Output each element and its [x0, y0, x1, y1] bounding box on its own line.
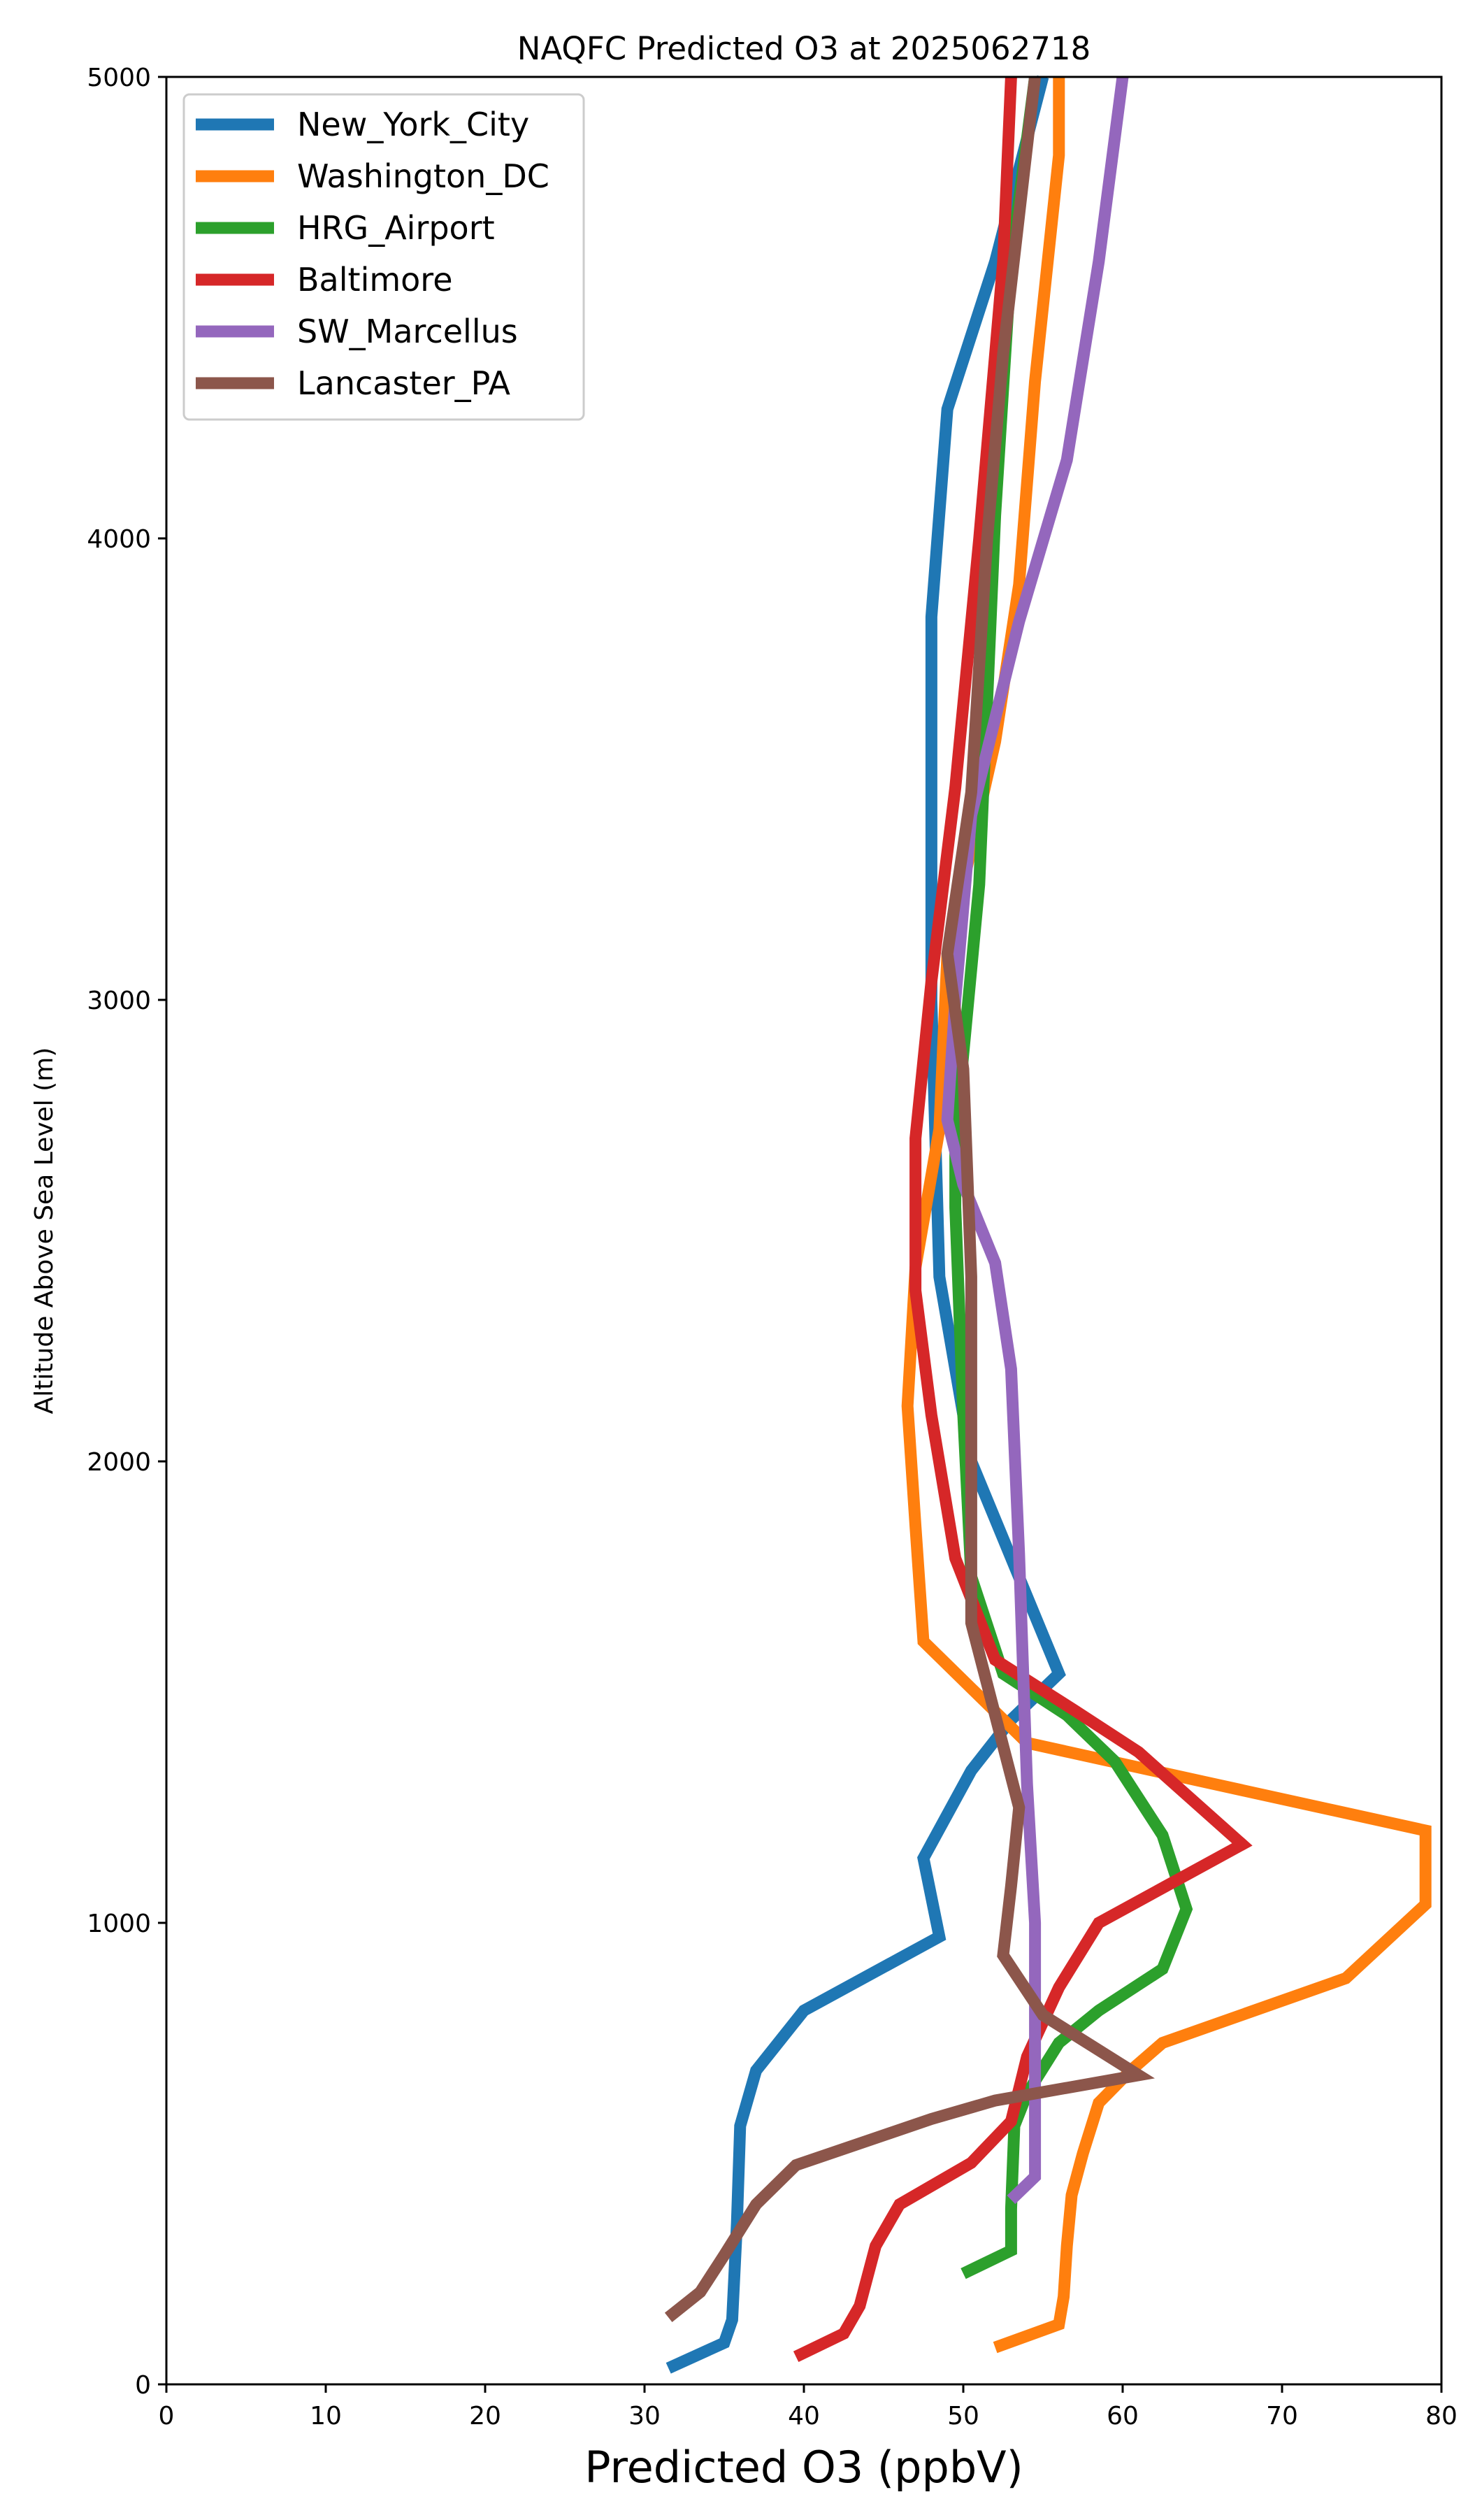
series-lines: [664, 75, 1432, 2374]
x-tick-label: 80: [1425, 2402, 1458, 2430]
plot-frame: [165, 76, 1443, 2386]
series-line-New_York_City: [665, 75, 1066, 2374]
chart-title: NAQFC Predicted O3 at 2025062718: [517, 30, 1091, 67]
y-tick-label: 1000: [87, 1910, 151, 1938]
y-axis-ticks: 0 1000 2000 3000 4000 5000: [87, 64, 166, 2400]
series-line-Lancaster_PA: [664, 76, 1156, 2322]
y-tick-label: 2000: [87, 1448, 151, 1477]
series-line-Baltimore: [793, 76, 1253, 2363]
x-tick-label: 50: [947, 2402, 979, 2430]
x-tick-label: 0: [159, 2402, 175, 2430]
legend-label-Baltimore: Baltimore: [297, 261, 453, 299]
legend-label-HRG_Airport: HRG_Airport: [297, 209, 495, 247]
x-tick-label: 20: [469, 2402, 501, 2430]
y-axis-label: Altitude Above Sea Level (m): [30, 1047, 59, 1415]
x-tick-label: 60: [1107, 2402, 1139, 2430]
legend-label-New_York_City: New_York_City: [297, 106, 529, 143]
x-tick-label: 10: [310, 2402, 342, 2430]
legend-label-Lancaster_PA: Lancaster_PA: [297, 364, 510, 402]
y-tick-label: 5000: [87, 64, 151, 92]
x-axis-ticks: 0 10 20 30 40 50 60 70 80: [159, 2384, 1458, 2430]
legend-label-Washington_DC: Washington_DC: [297, 157, 549, 195]
x-axis-label: Predicted O3 (ppbV): [584, 2442, 1023, 2493]
legend-frame: [182, 93, 585, 421]
x-tick-label: 70: [1266, 2402, 1298, 2430]
series-line-SW_Marcellus: [941, 76, 1129, 2205]
x-tick-label: 30: [628, 2402, 661, 2430]
legend-label-SW_Marcellus: SW_Marcellus: [297, 313, 518, 350]
legend: New_York_City Washington_DC HRG_Airport Bal…: [182, 93, 585, 421]
y-tick-label: 0: [135, 2371, 151, 2400]
x-tick-label: 40: [788, 2402, 820, 2430]
y-tick-label: 4000: [87, 525, 151, 554]
y-tick-label: 3000: [87, 987, 151, 1015]
